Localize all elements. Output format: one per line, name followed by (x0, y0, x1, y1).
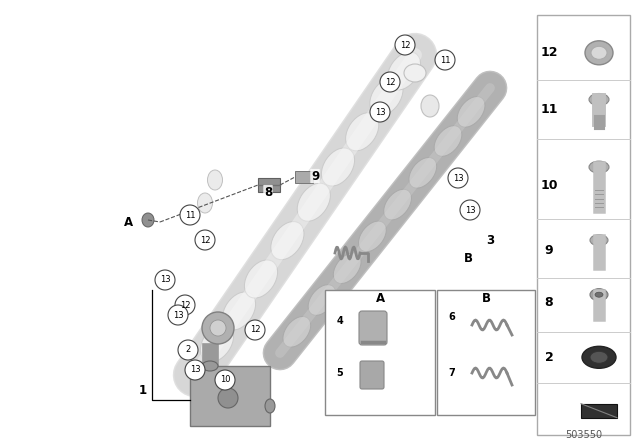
Text: 2: 2 (186, 345, 191, 354)
Text: 13: 13 (189, 366, 200, 375)
Text: A: A (376, 292, 385, 305)
Ellipse shape (283, 316, 310, 347)
Circle shape (210, 320, 226, 336)
Ellipse shape (142, 213, 154, 227)
Circle shape (215, 370, 235, 390)
Ellipse shape (457, 96, 485, 127)
Bar (295, 171, 313, 183)
Bar (537, 15, 630, 435)
FancyBboxPatch shape (360, 361, 384, 389)
Text: 12: 12 (200, 236, 211, 245)
Text: 8: 8 (264, 185, 272, 198)
Ellipse shape (271, 222, 304, 260)
Ellipse shape (590, 235, 608, 246)
Text: 2: 2 (545, 351, 554, 364)
Ellipse shape (198, 193, 212, 213)
Ellipse shape (223, 292, 255, 330)
Bar (325, 290, 435, 415)
Ellipse shape (421, 95, 439, 117)
Circle shape (168, 305, 188, 325)
Text: 7: 7 (449, 368, 456, 378)
Ellipse shape (333, 253, 361, 284)
Text: 5: 5 (337, 368, 344, 378)
Circle shape (448, 168, 468, 188)
Ellipse shape (591, 46, 607, 59)
Ellipse shape (370, 78, 403, 116)
Ellipse shape (207, 170, 223, 190)
Ellipse shape (590, 351, 608, 363)
Ellipse shape (589, 94, 609, 105)
Circle shape (245, 320, 265, 340)
Text: 503550: 503550 (565, 430, 603, 440)
Ellipse shape (202, 361, 218, 371)
Bar (258, 178, 280, 192)
Text: 8: 8 (545, 296, 554, 309)
Text: B: B (481, 292, 490, 305)
Text: 11: 11 (440, 56, 451, 65)
Ellipse shape (358, 221, 387, 252)
Text: 12: 12 (250, 326, 260, 335)
Bar (437, 290, 535, 415)
Circle shape (202, 312, 234, 344)
Text: B: B (463, 251, 472, 264)
Ellipse shape (585, 41, 613, 65)
Ellipse shape (244, 260, 278, 298)
Circle shape (195, 230, 215, 250)
Circle shape (180, 205, 200, 225)
Circle shape (155, 270, 175, 290)
Circle shape (370, 102, 390, 122)
Text: 12: 12 (540, 46, 557, 59)
Text: 6: 6 (449, 312, 456, 322)
Ellipse shape (582, 346, 616, 368)
Ellipse shape (387, 52, 420, 90)
Text: 1: 1 (139, 383, 147, 396)
Text: 13: 13 (160, 276, 170, 284)
Ellipse shape (434, 126, 462, 156)
Text: 12: 12 (400, 40, 410, 49)
Text: 13: 13 (465, 206, 476, 215)
Ellipse shape (346, 113, 379, 151)
Ellipse shape (409, 158, 436, 188)
Ellipse shape (218, 388, 238, 408)
Text: 12: 12 (385, 78, 396, 86)
Ellipse shape (384, 189, 412, 220)
Text: 12: 12 (180, 301, 190, 310)
Ellipse shape (308, 284, 336, 315)
Text: 13: 13 (452, 173, 463, 182)
Text: 9: 9 (545, 244, 554, 257)
Bar (190, 366, 270, 426)
Circle shape (395, 35, 415, 55)
Ellipse shape (321, 148, 355, 186)
Text: A: A (124, 215, 132, 228)
Bar (581, 404, 617, 418)
Ellipse shape (590, 289, 608, 301)
Text: 11: 11 (185, 211, 195, 220)
Text: 13: 13 (173, 310, 183, 319)
Circle shape (460, 200, 480, 220)
Ellipse shape (265, 399, 275, 413)
Circle shape (175, 295, 195, 315)
Circle shape (178, 340, 198, 360)
Ellipse shape (297, 183, 330, 221)
Ellipse shape (595, 292, 603, 297)
Text: 10: 10 (540, 179, 557, 192)
FancyBboxPatch shape (359, 311, 387, 345)
Circle shape (435, 50, 455, 70)
Text: 4: 4 (337, 316, 344, 326)
Text: 9: 9 (311, 169, 319, 182)
Text: 13: 13 (374, 108, 385, 116)
Circle shape (380, 72, 400, 92)
Ellipse shape (200, 324, 234, 362)
Circle shape (185, 360, 205, 380)
Text: 3: 3 (486, 233, 494, 246)
Ellipse shape (589, 161, 609, 173)
Text: 10: 10 (220, 375, 230, 384)
Ellipse shape (404, 64, 426, 82)
Text: 11: 11 (540, 103, 557, 116)
